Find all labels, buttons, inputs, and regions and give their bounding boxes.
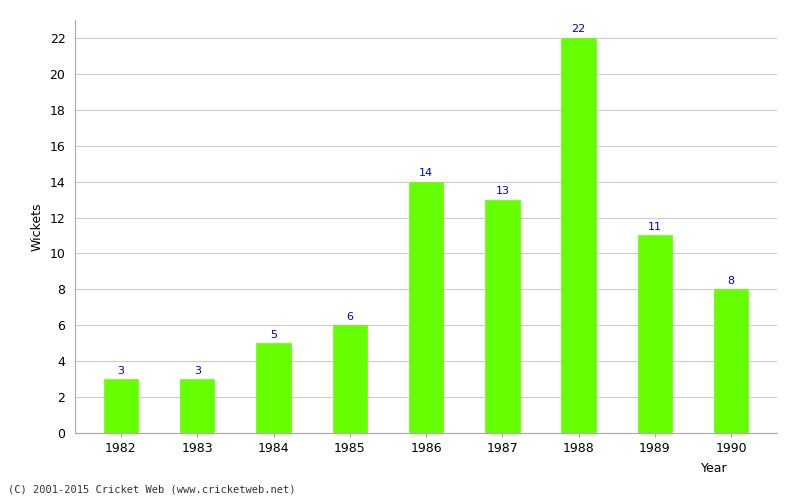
- Text: 22: 22: [571, 24, 586, 34]
- Bar: [409, 182, 443, 433]
- Bar: [256, 343, 290, 433]
- Text: 8: 8: [728, 276, 734, 285]
- Text: Year: Year: [702, 462, 728, 475]
- Bar: [485, 200, 519, 433]
- Y-axis label: Wickets: Wickets: [31, 202, 44, 250]
- Bar: [104, 379, 138, 433]
- Text: 14: 14: [419, 168, 433, 178]
- Bar: [714, 290, 748, 433]
- Bar: [180, 379, 214, 433]
- Bar: [333, 325, 367, 433]
- Bar: [638, 236, 672, 433]
- Text: 3: 3: [194, 366, 201, 376]
- Text: (C) 2001-2015 Cricket Web (www.cricketweb.net): (C) 2001-2015 Cricket Web (www.cricketwe…: [8, 485, 295, 495]
- Text: 11: 11: [648, 222, 662, 232]
- Text: 6: 6: [346, 312, 354, 322]
- Bar: [562, 38, 596, 433]
- Text: 3: 3: [118, 366, 125, 376]
- Text: 5: 5: [270, 330, 277, 340]
- Text: 13: 13: [495, 186, 510, 196]
